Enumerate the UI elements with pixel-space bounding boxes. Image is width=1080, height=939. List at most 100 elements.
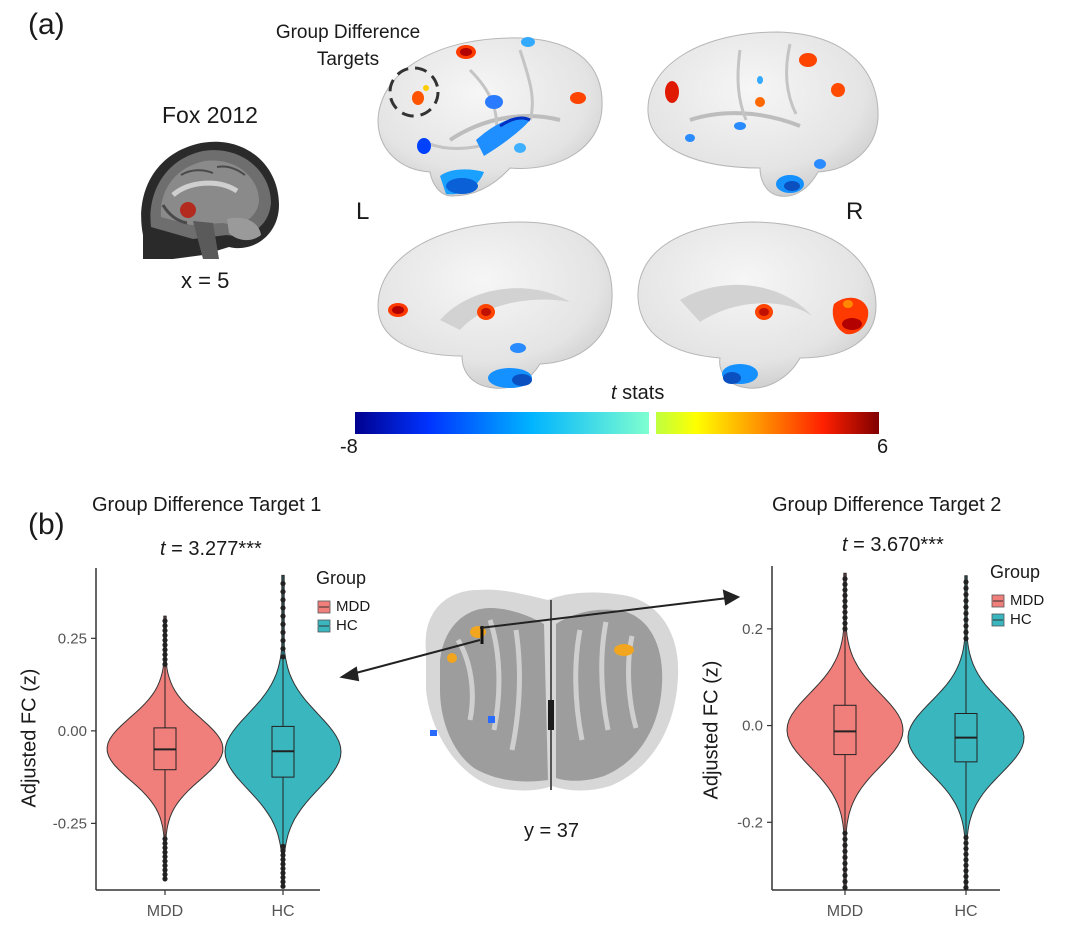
chart1-stat-rest: = 3.277*** [165, 538, 262, 560]
chart2-outlier-hc [963, 604, 969, 610]
chart1-outlier-hc [280, 629, 286, 636]
chart1-ytick-label: 0.00 [58, 723, 87, 740]
chart2-outlier-hc [963, 598, 969, 604]
chart2-outlier-hc [963, 579, 969, 585]
colorbar-max-label: 6 [877, 436, 889, 458]
chart2-outlier-hc [963, 834, 969, 841]
chart2-box-mdd [833, 704, 857, 756]
seed-coordinate: x = 5 [181, 268, 230, 293]
target-callout-line2: Targets [316, 49, 380, 70]
chart1-outlier-hc [280, 857, 286, 863]
left-hemisphere-label: L [356, 198, 370, 225]
chart1-outlier-hc [280, 865, 286, 872]
chart1-outlier-mdd [162, 637, 168, 643]
right-hemisphere-label: R [846, 198, 864, 225]
chart2-outlier-mdd [842, 576, 848, 582]
chart2-legend-mdd: MDD [1010, 592, 1045, 609]
chart2-outlier-mdd [842, 878, 848, 885]
chart2-outlier-mdd [842, 581, 848, 587]
chart2-stat-italic: t [842, 534, 848, 556]
chart2-outlier-mdd [842, 842, 848, 848]
chart1-outlier-mdd [162, 858, 168, 864]
seed-roi-marker [180, 202, 196, 218]
chart1-outlier-mdd [162, 871, 168, 878]
left-lateral-surface [377, 37, 603, 197]
chart2-violin-hc [907, 575, 1025, 889]
chart2-title: Group Difference Target 2 [772, 494, 1002, 516]
chart2-xtick-label: HC [954, 903, 977, 920]
chart1-outlier-mdd [162, 840, 168, 846]
chart1-legend-mdd: MDD [336, 598, 371, 615]
chart2-legend-hc: HC [1010, 611, 1032, 628]
chart1-violin-hc [224, 574, 342, 887]
chart2-outlier-hc [963, 868, 969, 874]
chart1-xtick-label: HC [271, 903, 294, 920]
chart1-outlier-hc [280, 843, 286, 849]
colorbar-title-italic: t [611, 382, 617, 404]
chart1-outlier-mdd [162, 836, 168, 842]
seed-title: Fox 2012 [162, 102, 258, 128]
chart2-outlier-hc [963, 873, 969, 880]
connection-arrows [339, 589, 741, 682]
chart2-outlier-hc [963, 591, 969, 598]
left-medial-surface [377, 221, 613, 389]
chart2-outlier-mdd [842, 604, 848, 610]
colorbar-positive [656, 412, 879, 434]
chart1-outlier-hc [280, 580, 286, 587]
chart1-outlier-mdd [162, 618, 168, 624]
chart2-xtick-label: MDD [827, 903, 863, 920]
chart2-outlier-hc [963, 629, 969, 635]
panel-a-label: (a) [28, 8, 65, 41]
chart2-outlier-hc [963, 851, 969, 857]
chart2-outlier-mdd [842, 598, 848, 604]
chart2-outlier-mdd [842, 836, 848, 842]
chart1-outlier-hc [280, 874, 286, 881]
chart1-xtick-label: MDD [147, 903, 183, 920]
sagittal-mri-image [133, 135, 281, 261]
chart1-outlier-hc [280, 883, 286, 889]
chart1-outlier-mdd [162, 623, 168, 629]
chart2-outlier-hc [963, 879, 969, 885]
chart2-ytick-label: 0.0 [742, 718, 763, 735]
chart2-outlier-hc [963, 862, 969, 868]
chart2-outlier-hc [963, 884, 969, 891]
chart2-outlier-hc [963, 846, 969, 852]
chart2-outlier-hc [963, 635, 969, 642]
chart1-outlier-hc [280, 605, 286, 611]
chart1-outlier-mdd [162, 867, 168, 873]
chart1-ytick-label: 0.25 [58, 630, 87, 647]
chart1-outlier-mdd [162, 656, 168, 663]
chart1-legend-title: Group [316, 568, 367, 588]
chart1-outlier-hc [280, 848, 286, 854]
chart1-outlier-mdd [162, 854, 168, 860]
chart2-outlier-mdd [842, 854, 848, 860]
chart2-outlier-mdd [842, 626, 848, 632]
chart2-outlier-hc [963, 585, 969, 591]
right-lateral-surface [647, 31, 879, 197]
chart1-outlier-mdd [162, 647, 168, 653]
panel-b-label: (b) [28, 508, 65, 541]
chart1-ytick-label: -0.25 [53, 815, 87, 832]
chart2-outlier-hc [963, 857, 969, 863]
chart1-outlier-hc [280, 861, 286, 867]
chart1-outlier-hc [280, 646, 286, 652]
chart2-ytick-label: 0.2 [742, 621, 763, 638]
chart1-outlier-mdd [162, 849, 168, 855]
chart1-outlier-mdd [162, 845, 168, 851]
chart1-outlier-mdd [162, 862, 168, 869]
chart2-outlier-mdd [842, 592, 848, 599]
right-medial-surface [637, 221, 877, 389]
chart1-outlier-mdd [162, 661, 168, 667]
chart1-legend-hc: HC [336, 617, 358, 634]
chart1-outlier-hc [280, 597, 286, 603]
chart2-outlier-hc [963, 610, 969, 616]
chart2-legend-title: Group [990, 562, 1041, 582]
chart1-outlier-mdd [162, 876, 168, 882]
chart2-outlier-mdd [842, 884, 848, 891]
chart2-outlier-mdd [842, 860, 848, 867]
chart1-outlier-hc [280, 852, 286, 858]
colorbar-min-label: -8 [340, 436, 358, 458]
chart2-outlier-hc [963, 617, 969, 623]
